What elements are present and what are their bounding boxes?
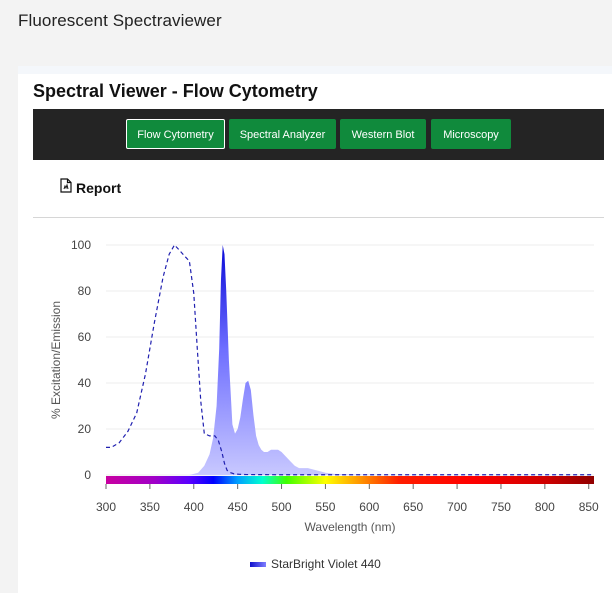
x-tick-label: 700 bbox=[447, 500, 467, 514]
legend-item[interactable]: StarBright Violet 440 bbox=[250, 556, 381, 572]
tab-microscopy[interactable]: Microscopy bbox=[431, 119, 511, 149]
legend-label: StarBright Violet 440 bbox=[271, 557, 381, 571]
x-tick-label: 800 bbox=[535, 500, 555, 514]
wavelength-color-bar bbox=[106, 476, 594, 484]
x-tick-label: 750 bbox=[491, 500, 511, 514]
y-tick-label: 40 bbox=[78, 376, 92, 390]
x-tick-label: 650 bbox=[403, 500, 423, 514]
x-tick-label: 850 bbox=[579, 500, 599, 514]
x-tick-label: 350 bbox=[140, 500, 160, 514]
y-axis-title: % Excitation/Emission bbox=[49, 301, 63, 419]
app-header: Fluorescent Spectraviewer bbox=[0, 0, 612, 48]
x-tick-label: 400 bbox=[184, 500, 204, 514]
excitation-line bbox=[106, 244, 594, 476]
x-tick-label: 450 bbox=[228, 500, 248, 514]
mode-toolbar: Flow Cytometry Spectral Analyzer Western… bbox=[33, 109, 604, 160]
viewer-title: Spectral Viewer - Flow Cytometry bbox=[33, 81, 318, 101]
report-label: Report bbox=[76, 180, 122, 196]
y-tick-label: 80 bbox=[78, 284, 92, 298]
app-title: Fluorescent Spectraviewer bbox=[18, 11, 222, 30]
tab-western-blot[interactable]: Western Blot bbox=[340, 119, 426, 149]
x-tick-label: 300 bbox=[96, 500, 116, 514]
card-top-strip bbox=[18, 66, 612, 74]
tab-spectral-analyzer[interactable]: Spectral Analyzer bbox=[229, 119, 336, 149]
report-button[interactable]: Report bbox=[60, 178, 121, 198]
x-axis-title: Wavelength (nm) bbox=[305, 520, 396, 534]
y-tick-label: 20 bbox=[78, 422, 92, 436]
emission-area bbox=[189, 245, 594, 475]
section-divider bbox=[33, 217, 604, 218]
spectrum-chart: 0 20 40 60 80 100 300 350 400 450 500 550 600 650 700 7… bbox=[49, 238, 599, 534]
y-tick-label: 0 bbox=[84, 468, 91, 482]
x-tick-label: 600 bbox=[359, 500, 379, 514]
y-tick-label: 100 bbox=[71, 238, 91, 252]
y-tick-label: 60 bbox=[78, 330, 92, 344]
document-icon bbox=[60, 178, 72, 198]
legend-swatch bbox=[250, 561, 266, 567]
tab-flow-cytometry[interactable]: Flow Cytometry bbox=[126, 119, 225, 149]
x-tick-label: 550 bbox=[315, 500, 335, 514]
x-tick-label: 500 bbox=[272, 500, 292, 514]
